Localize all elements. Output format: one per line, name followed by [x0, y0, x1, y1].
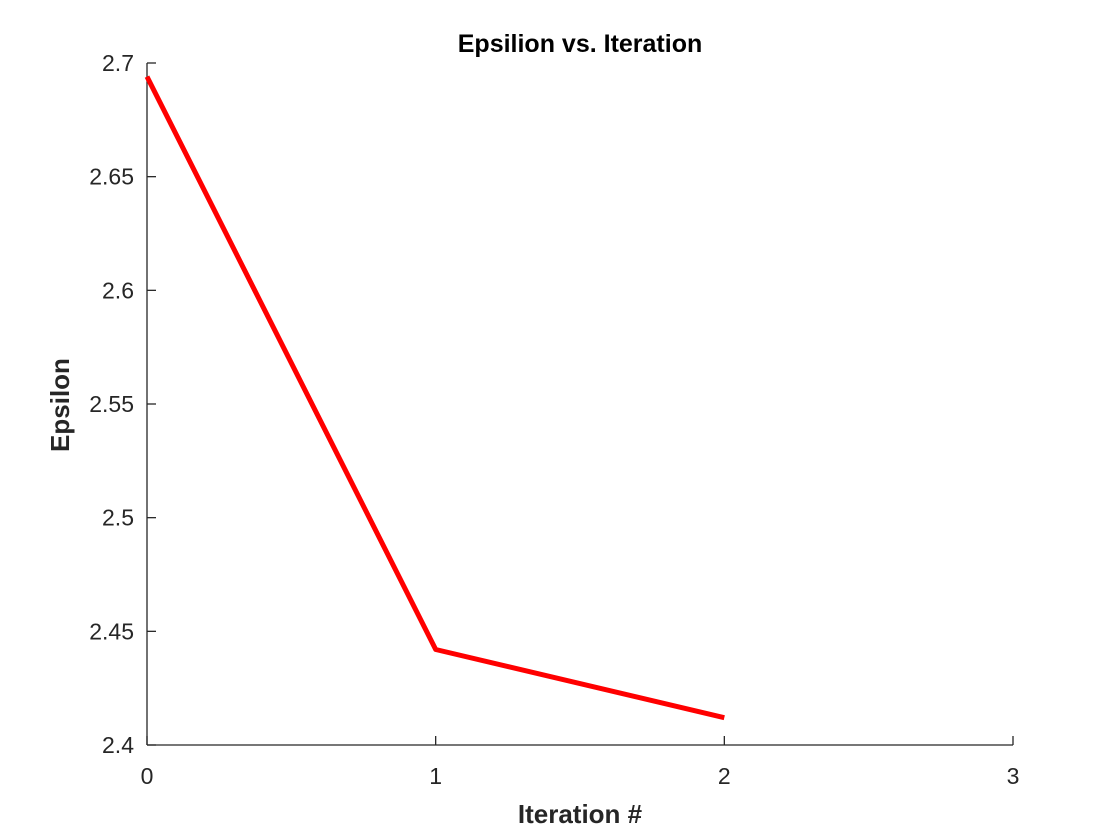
axes — [146, 63, 1013, 746]
y-ticks: 2.4 2.45 2.5 2.55 2.6 2.65 2.7 — [89, 50, 156, 758]
series-line — [144, 75, 725, 721]
x-tick-label: 1 — [429, 763, 442, 789]
y-axis-title: Epsilon — [45, 358, 75, 452]
x-tick-label: 3 — [1007, 763, 1020, 789]
y-tick-label: 2.55 — [89, 391, 134, 417]
y-tick-label: 2.5 — [102, 505, 134, 531]
y-tick-label: 2.65 — [89, 164, 134, 190]
series-layer — [144, 75, 725, 721]
chart-title: Epsilion vs. Iteration — [458, 30, 703, 58]
x-tick-label: 0 — [141, 763, 154, 789]
y-tick-label: 2.7 — [102, 50, 134, 76]
y-tick-label: 2.6 — [102, 277, 134, 303]
x-tick-label: 2 — [718, 763, 731, 789]
x-ticks: 0 1 2 3 — [141, 736, 1020, 789]
y-tick-label: 2.4 — [102, 732, 134, 758]
x-axis-title: Iteration # — [518, 799, 643, 829]
y-tick-label: 2.45 — [89, 618, 134, 644]
